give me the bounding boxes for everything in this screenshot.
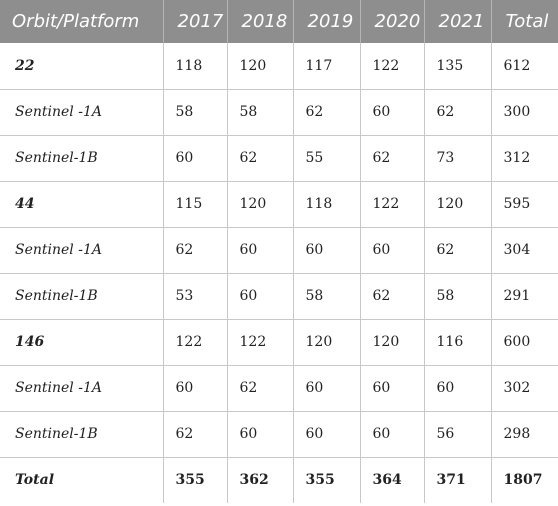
- cell-2021: 371: [424, 457, 492, 503]
- cell-2020: 62: [360, 273, 425, 320]
- cell-total: 1807: [503, 472, 543, 489]
- header-orbit-platform: Orbit/Platform: [0, 0, 164, 43]
- platform-row: Sentinel -1A 60 62 60 60 60 302: [0, 365, 558, 412]
- cell-2018: 58: [227, 89, 294, 136]
- cell-2021: 62: [424, 227, 492, 274]
- cell-total: 291: [491, 273, 558, 320]
- cell-2019: 55: [293, 135, 361, 182]
- cell-2020: 120: [360, 319, 425, 366]
- cell-2021: 62: [424, 89, 492, 136]
- cell-2019: 117: [293, 43, 361, 90]
- cell-2018: 120: [227, 181, 294, 228]
- cell-2017: 118: [163, 43, 228, 90]
- cell-2019: 58: [293, 273, 361, 320]
- cell-2021: 58: [424, 273, 492, 320]
- header-2020: 2020: [360, 0, 425, 43]
- row-label: 44: [0, 181, 164, 228]
- header-2021: 2021: [424, 0, 492, 43]
- cell-2021: 120: [424, 181, 492, 228]
- orbit-group-row: 22 118 120 117 122 135 612: [0, 43, 558, 90]
- platform-row: Sentinel -1A 62 60 60 60 62 304: [0, 227, 558, 274]
- cell-2017: 62: [163, 411, 228, 458]
- cell-2018: 60: [227, 227, 294, 274]
- cell-2021: 73: [424, 135, 492, 182]
- cell-2017: 355: [163, 457, 228, 503]
- cell-2021: 135: [424, 43, 492, 90]
- row-label: Total: [0, 457, 164, 503]
- cell-2018: 62: [227, 365, 294, 412]
- header-row: Orbit/Platform 2017 2018 2019 2020 2021 …: [0, 0, 558, 43]
- header-total: Total: [491, 0, 558, 43]
- cell-2021: 56: [424, 411, 492, 458]
- row-label: Sentinel -1A: [0, 227, 164, 274]
- orbit-group-row: 44 115 120 118 122 120 595: [0, 181, 558, 228]
- header-2017: 2017: [163, 0, 228, 43]
- table-body: 22 118 120 117 122 135 612 Sentinel -1A 58 58 62 60…: [0, 43, 558, 503]
- cell-2020: 364: [360, 457, 425, 503]
- cell-2021: 116: [424, 319, 492, 366]
- total-row: Total 355 362 355 364 371 1807: [0, 457, 558, 503]
- row-label: Sentinel-1B: [0, 411, 164, 458]
- cell-2018: 60: [227, 411, 294, 458]
- cell-2019: 60: [293, 411, 361, 458]
- cell-2018: 362: [227, 457, 294, 503]
- cell-total: 302: [491, 365, 558, 412]
- row-label: 22: [0, 43, 164, 90]
- platform-row: Sentinel-1B 60 62 55 62 73 312: [0, 135, 558, 182]
- cell-2017: 53: [163, 273, 228, 320]
- cell-total: 612: [491, 43, 558, 90]
- cell-2018: 120: [227, 43, 294, 90]
- cell-2017: 62: [163, 227, 228, 274]
- cell-total: 312: [491, 135, 558, 182]
- cell-2018: 60: [227, 273, 294, 320]
- row-label: Sentinel -1A: [0, 89, 164, 136]
- platform-row: Sentinel -1A 58 58 62 60 62 300: [0, 89, 558, 136]
- row-label: Sentinel-1B: [0, 135, 164, 182]
- cell-2017: 60: [163, 365, 228, 412]
- cell-2019: 60: [293, 365, 361, 412]
- platform-row: Sentinel-1B 53 60 58 62 58 291: [0, 273, 558, 320]
- header-2019: 2019: [293, 0, 361, 43]
- cell-2018: 122: [227, 319, 294, 366]
- cell-2020: 60: [360, 89, 425, 136]
- cell-2019: 118: [293, 181, 361, 228]
- header-2018: 2018: [227, 0, 294, 43]
- cell-2021: 60: [424, 365, 492, 412]
- cell-2019: 120: [293, 319, 361, 366]
- cell-total: 600: [491, 319, 558, 366]
- row-label: 146: [0, 319, 164, 366]
- cell-2020: 60: [360, 411, 425, 458]
- row-label: Sentinel-1B: [0, 273, 164, 320]
- cell-2020: 60: [360, 365, 425, 412]
- cell-2020: 122: [360, 43, 425, 90]
- cell-2017: 115: [163, 181, 228, 228]
- orbit-group-row: 146 122 122 120 120 116 600: [0, 319, 558, 366]
- cell-2017: 60: [163, 135, 228, 182]
- cell-2020: 60: [360, 227, 425, 274]
- cell-2020: 122: [360, 181, 425, 228]
- cell-total: 298: [491, 411, 558, 458]
- cell-total: 304: [491, 227, 558, 274]
- cell-total: 595: [491, 181, 558, 228]
- cell-2019: 60: [293, 227, 361, 274]
- row-label: Sentinel -1A: [0, 365, 164, 412]
- cell-total: 300: [491, 89, 558, 136]
- platform-row: Sentinel-1B 62 60 60 60 56 298: [0, 411, 558, 458]
- cell-2019: 62: [293, 89, 361, 136]
- cell-2018: 62: [227, 135, 294, 182]
- cell-2019: 355: [293, 457, 361, 503]
- cell-2017: 58: [163, 89, 228, 136]
- cell-2020: 62: [360, 135, 425, 182]
- table-header: Orbit/Platform 2017 2018 2019 2020 2021 …: [0, 0, 558, 43]
- cell-2017: 122: [163, 319, 228, 366]
